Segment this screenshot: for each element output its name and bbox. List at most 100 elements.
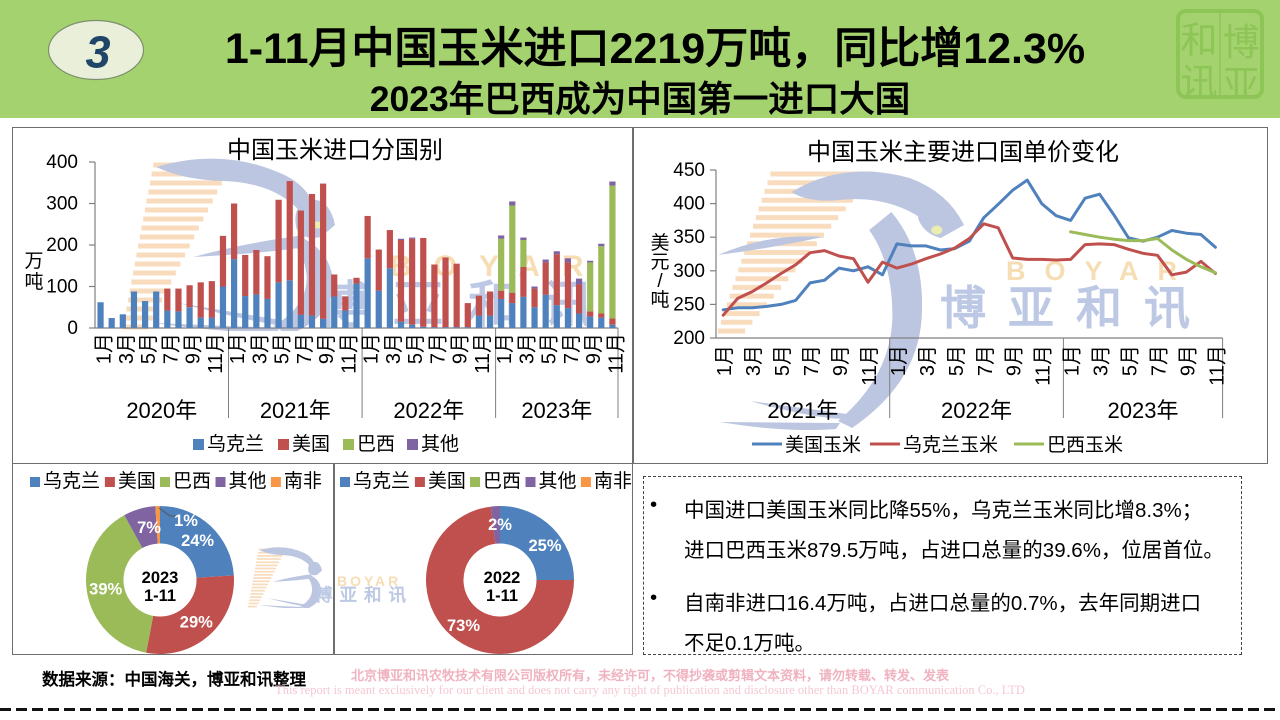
svg-text:和: 和: [1181, 20, 1218, 61]
svg-text:其他: 其他: [421, 433, 459, 455]
svg-text:2%: 2%: [488, 516, 512, 534]
svg-text:中国玉米主要进口国单价变化: 中国玉米主要进口国单价变化: [807, 139, 1119, 166]
svg-text:9月: 9月: [183, 333, 205, 364]
svg-text:7%: 7%: [137, 519, 161, 537]
svg-text:11月: 11月: [338, 333, 360, 374]
svg-text:乌克兰: 乌克兰: [43, 470, 100, 492]
svg-text:1月: 1月: [227, 333, 249, 364]
svg-text:250: 250: [673, 294, 705, 315]
svg-text:7月: 7月: [975, 345, 997, 376]
svg-text:美国: 美国: [292, 433, 330, 455]
svg-text:美国: 美国: [118, 470, 156, 492]
svg-text:1-11: 1-11: [144, 587, 176, 605]
svg-text:9月: 9月: [583, 333, 605, 364]
svg-text:100: 100: [46, 277, 78, 298]
svg-text:11月: 11月: [205, 333, 227, 374]
svg-text:3月: 3月: [1091, 345, 1113, 376]
svg-text:乌克兰: 乌克兰: [353, 470, 410, 492]
svg-text:3月: 3月: [743, 345, 765, 376]
svg-text:其他: 其他: [539, 470, 577, 492]
svg-text:1月: 1月: [888, 345, 910, 376]
svg-text:美: 美: [650, 232, 669, 254]
svg-text:7月: 7月: [427, 333, 449, 364]
svg-text:南非: 南非: [594, 470, 632, 492]
svg-text:7月: 7月: [561, 333, 583, 364]
svg-text:中国玉米进口分国别: 中国玉米进口分国别: [227, 137, 443, 164]
svg-text:7月: 7月: [801, 345, 823, 376]
svg-text:2022: 2022: [484, 569, 521, 587]
svg-text:11月: 11月: [1033, 345, 1055, 386]
svg-text:7月: 7月: [294, 333, 316, 364]
svg-text:1月: 1月: [494, 333, 516, 364]
svg-text:5月: 5月: [772, 345, 794, 376]
svg-text:吨: 吨: [650, 289, 669, 311]
svg-text:1月: 1月: [361, 333, 383, 364]
svg-text:3月: 3月: [249, 333, 271, 364]
svg-text:11月: 11月: [605, 333, 627, 374]
svg-text:1月: 1月: [714, 345, 736, 376]
svg-text:400: 400: [673, 194, 705, 215]
svg-text:9月: 9月: [450, 333, 472, 364]
svg-text:300: 300: [673, 261, 705, 282]
svg-text:博: 博: [1223, 22, 1260, 63]
svg-text:2022年: 2022年: [393, 398, 464, 423]
svg-text:2021年: 2021年: [260, 398, 331, 423]
svg-text:300: 300: [46, 194, 78, 215]
svg-text:9月: 9月: [1177, 345, 1199, 376]
svg-text:亚: 亚: [1223, 64, 1260, 101]
svg-text:450: 450: [673, 160, 705, 181]
svg-text:24%: 24%: [181, 532, 214, 550]
svg-text:9月: 9月: [1004, 345, 1026, 376]
svg-text:350: 350: [673, 227, 705, 248]
svg-text:万: 万: [24, 251, 43, 272]
svg-text:25%: 25%: [528, 537, 561, 555]
svg-text:美国玉米: 美国玉米: [785, 434, 861, 456]
svg-text:7月: 7月: [1149, 345, 1171, 376]
svg-text:29%: 29%: [180, 614, 213, 632]
svg-text:2023年: 2023年: [1108, 398, 1179, 423]
svg-text:吨: 吨: [24, 271, 43, 293]
svg-text:200: 200: [673, 328, 705, 349]
svg-text:7月: 7月: [160, 333, 182, 364]
svg-text:11月: 11月: [1206, 345, 1228, 386]
svg-text:5月: 5月: [405, 333, 427, 364]
svg-text:5月: 5月: [946, 345, 968, 376]
svg-text:1%: 1%: [174, 512, 198, 530]
svg-text:2022年: 2022年: [941, 398, 1012, 423]
svg-text:美国: 美国: [428, 470, 466, 492]
svg-text:1月: 1月: [94, 333, 116, 364]
svg-text:5月: 5月: [539, 333, 561, 364]
svg-text:9月: 9月: [316, 333, 338, 364]
svg-text:2021年: 2021年: [767, 398, 838, 423]
svg-text:11月: 11月: [472, 333, 494, 374]
svg-text:3月: 3月: [917, 345, 939, 376]
svg-text:0: 0: [67, 318, 78, 339]
svg-text:5月: 5月: [272, 333, 294, 364]
svg-text:2020年: 2020年: [126, 398, 197, 423]
svg-text:1月: 1月: [1062, 345, 1084, 376]
svg-text:5月: 5月: [1120, 345, 1142, 376]
svg-text:400: 400: [46, 152, 78, 173]
svg-text:/: /: [657, 271, 663, 292]
svg-text:其他: 其他: [229, 470, 267, 492]
svg-text:乌克兰玉米: 乌克兰玉米: [903, 434, 998, 456]
svg-text:巴西: 巴西: [357, 434, 395, 455]
svg-text:1-11: 1-11: [486, 587, 518, 605]
svg-text:9月: 9月: [830, 345, 852, 376]
svg-text:南非: 南非: [284, 470, 322, 492]
svg-text:3: 3: [85, 27, 110, 78]
svg-text:5月: 5月: [138, 333, 160, 364]
svg-text:3月: 3月: [516, 333, 538, 364]
svg-text:200: 200: [46, 235, 78, 256]
svg-text:巴西玉米: 巴西玉米: [1047, 434, 1123, 456]
svg-text:元: 元: [650, 252, 669, 273]
svg-text:乌克兰: 乌克兰: [207, 433, 264, 455]
svg-text:2023: 2023: [142, 569, 179, 587]
svg-text:巴西: 巴西: [483, 471, 521, 492]
svg-text:39%: 39%: [89, 581, 122, 599]
svg-text:3月: 3月: [116, 333, 138, 364]
svg-text:巴西: 巴西: [173, 471, 211, 492]
svg-text:11月: 11月: [859, 345, 881, 386]
svg-text:2023年: 2023年: [521, 398, 592, 423]
svg-text:讯: 讯: [1181, 62, 1218, 101]
